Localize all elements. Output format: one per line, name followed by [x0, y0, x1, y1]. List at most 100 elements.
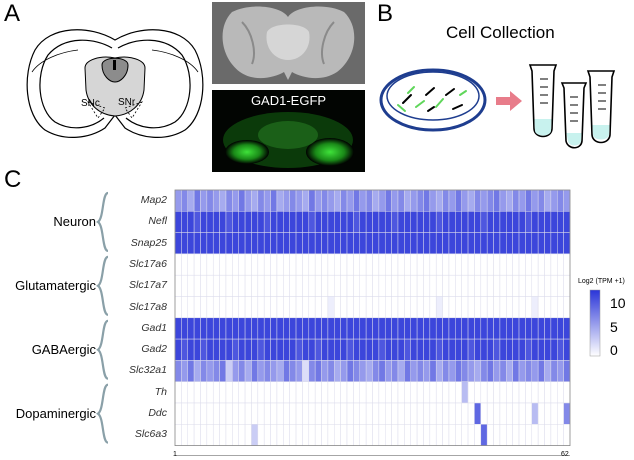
- heatmap-cell-Gad1-20: [295, 317, 303, 340]
- heatmap-cell-Th-17: [276, 381, 284, 404]
- heatmap-cell-Ddc-50: [486, 402, 494, 425]
- colorbar-tick-high: 10: [610, 295, 626, 311]
- gene-label-th: Th: [154, 385, 167, 398]
- heatmap-cell-Ddc-52: [499, 402, 507, 425]
- heatmap-cell-Map2-4: [193, 189, 201, 212]
- heatmap-cell-Slc17a8-45: [455, 296, 462, 319]
- heatmap-cell-Th-24: [321, 381, 329, 404]
- heatmap-cell-Map2-28: [346, 189, 354, 212]
- heatmap-cell-Slc17a7-34: [384, 274, 392, 297]
- heatmap-cell-Slc32a1-25: [327, 360, 335, 382]
- heatmap-cell-Nefl-53: [506, 211, 513, 233]
- heatmap-cell-Slc6a3-31: [365, 424, 373, 446]
- heatmap-cell-Nefl-57: [531, 211, 539, 233]
- heatmap-cell-Nefl-26: [334, 211, 341, 233]
- heatmap-cell-Slc6a3-52: [499, 424, 507, 446]
- heatmap-cell-Snap25-13: [251, 232, 259, 255]
- heatmap-cell-Gad1-26: [334, 317, 341, 340]
- heatmap-cell-Nefl-52: [499, 211, 507, 233]
- heatmap-cell-Slc17a6-32: [372, 253, 380, 276]
- heatmap-cell-Slc17a7-41: [429, 274, 437, 297]
- heatmap-cell-Slc17a8-55: [518, 296, 526, 319]
- heatmap-cell-Snap25-34: [384, 232, 392, 255]
- heatmap-cell-Gad2-49: [480, 338, 488, 361]
- heatmap-cell-Th-55: [518, 381, 526, 404]
- heatmap-cell-Slc6a3-26: [334, 424, 341, 446]
- heatmap-cell-Slc17a6-45: [455, 253, 462, 276]
- heatmap-cell-Snap25-11: [238, 232, 246, 255]
- heatmap-cell-Map2-32: [372, 189, 380, 212]
- heatmap-cell-Slc32a1-42: [435, 360, 443, 382]
- heatmap-cell-Th-9: [225, 381, 233, 404]
- heatmap-cell-Ddc-12: [244, 402, 252, 425]
- heatmap-cell-Th-57: [531, 381, 539, 404]
- heatmap-cell-Slc17a8-58: [537, 296, 545, 319]
- heatmap-cell-Slc6a3-32: [372, 424, 380, 446]
- heatmap-cell-Map2-7: [212, 189, 220, 212]
- heatmap-cell-Slc6a3-15: [263, 424, 271, 446]
- heatmap-cell-Gad2-62: [563, 338, 571, 361]
- heatmap-cell-Slc17a7-2: [181, 274, 188, 297]
- heatmap-cell-Slc17a6-7: [212, 253, 220, 276]
- heatmap-cell-Snap25-61: [557, 232, 564, 255]
- heatmap-cell-Slc6a3-59: [544, 424, 552, 446]
- heatmap-cell-Snap25-25: [327, 232, 335, 255]
- heatmap-cell-Gad2-40: [423, 338, 431, 361]
- heatmap-cell-Nefl-27: [340, 211, 348, 233]
- heatmap-cell-Slc17a7-8: [219, 274, 227, 297]
- heatmap-cell-Ddc-25: [327, 402, 335, 425]
- heatmap-cell-Gad2-26: [334, 338, 341, 361]
- heatmap-cell-Slc17a8-61: [557, 296, 564, 319]
- heatmap-cell-Gad1-37: [404, 317, 411, 340]
- heatmap-cell-Ddc-54: [512, 402, 520, 425]
- heatmap-cell-Slc17a8-54: [512, 296, 520, 319]
- heatmap-cell-Gad2-25: [327, 338, 335, 361]
- heatmap-cell-Gad1-8: [219, 317, 227, 340]
- heatmap-cell-Map2-15: [263, 189, 271, 212]
- heatmap-cell-Nefl-62: [563, 211, 571, 233]
- heatmap-cell-Slc17a6-59: [544, 253, 552, 276]
- heatmap-cell-Nefl-6: [206, 211, 214, 233]
- heatmap-cell-Slc6a3-10: [232, 424, 239, 446]
- heatmap-cell-Slc17a6-2: [181, 253, 188, 276]
- heatmap-cell-Th-38: [410, 381, 418, 404]
- heatmap-cell-Slc32a1-29: [353, 360, 361, 382]
- heatmap-cell-Gad2-30: [359, 338, 367, 361]
- heatmap-cell-Slc32a1-55: [518, 360, 526, 382]
- heatmap-cell-Slc17a6-8: [219, 253, 227, 276]
- heatmap-cell-Gad1-27: [340, 317, 348, 340]
- heatmap-cell-Nefl-19: [289, 211, 297, 233]
- heatmap-cell-Slc6a3-6: [206, 424, 214, 446]
- heatmap-cell-Slc32a1-8: [219, 360, 227, 382]
- heatmap-cell-Slc17a8-1: [174, 296, 182, 319]
- heatmap-cell-Map2-23: [314, 189, 322, 212]
- heatmap-cell-Gad2-13: [251, 338, 259, 361]
- heatmap-cell-Nefl-38: [410, 211, 418, 233]
- heatmap-cell-Gad2-39: [416, 338, 424, 361]
- heatmap-cell-Slc17a6-40: [423, 253, 431, 276]
- heatmap-cell-Slc32a1-61: [557, 360, 564, 382]
- heatmap-cell-Slc17a7-55: [518, 274, 526, 297]
- heatmap-cell-Th-46: [461, 381, 469, 404]
- heatmap-cell-Snap25-43: [442, 232, 450, 255]
- heatmap-cell-Slc17a6-39: [416, 253, 424, 276]
- heatmap-cell-Gad1-14: [257, 317, 265, 340]
- heatmap-cell-Slc17a8-46: [461, 296, 469, 319]
- heatmap-cell-Nefl-1: [174, 211, 182, 233]
- heatmap-cell-Snap25-29: [353, 232, 361, 255]
- heatmap-cell-Nefl-54: [512, 211, 520, 233]
- heatmap-cell-Gad1-34: [384, 317, 392, 340]
- heatmap-cell-Th-28: [346, 381, 354, 404]
- heatmap-cell-Ddc-57: [531, 402, 539, 425]
- heatmap-cell-Slc17a6-25: [327, 253, 335, 276]
- gfp-label: GAD1-EGFP: [250, 93, 327, 108]
- heatmap-cell-Nefl-32: [372, 211, 380, 233]
- heatmap-cell-Gad1-22: [308, 317, 316, 340]
- heatmap-cell-Slc17a7-38: [410, 274, 418, 297]
- heatmap-cell-Slc32a1-48: [474, 360, 482, 382]
- heatmap-cell-Slc17a6-4: [193, 253, 201, 276]
- heatmap-cell-Snap25-33: [378, 232, 386, 255]
- heatmap-cell-Slc6a3-2: [181, 424, 188, 446]
- panel-label-c: C: [4, 166, 22, 193]
- heatmap-cell-Snap25-59: [544, 232, 552, 255]
